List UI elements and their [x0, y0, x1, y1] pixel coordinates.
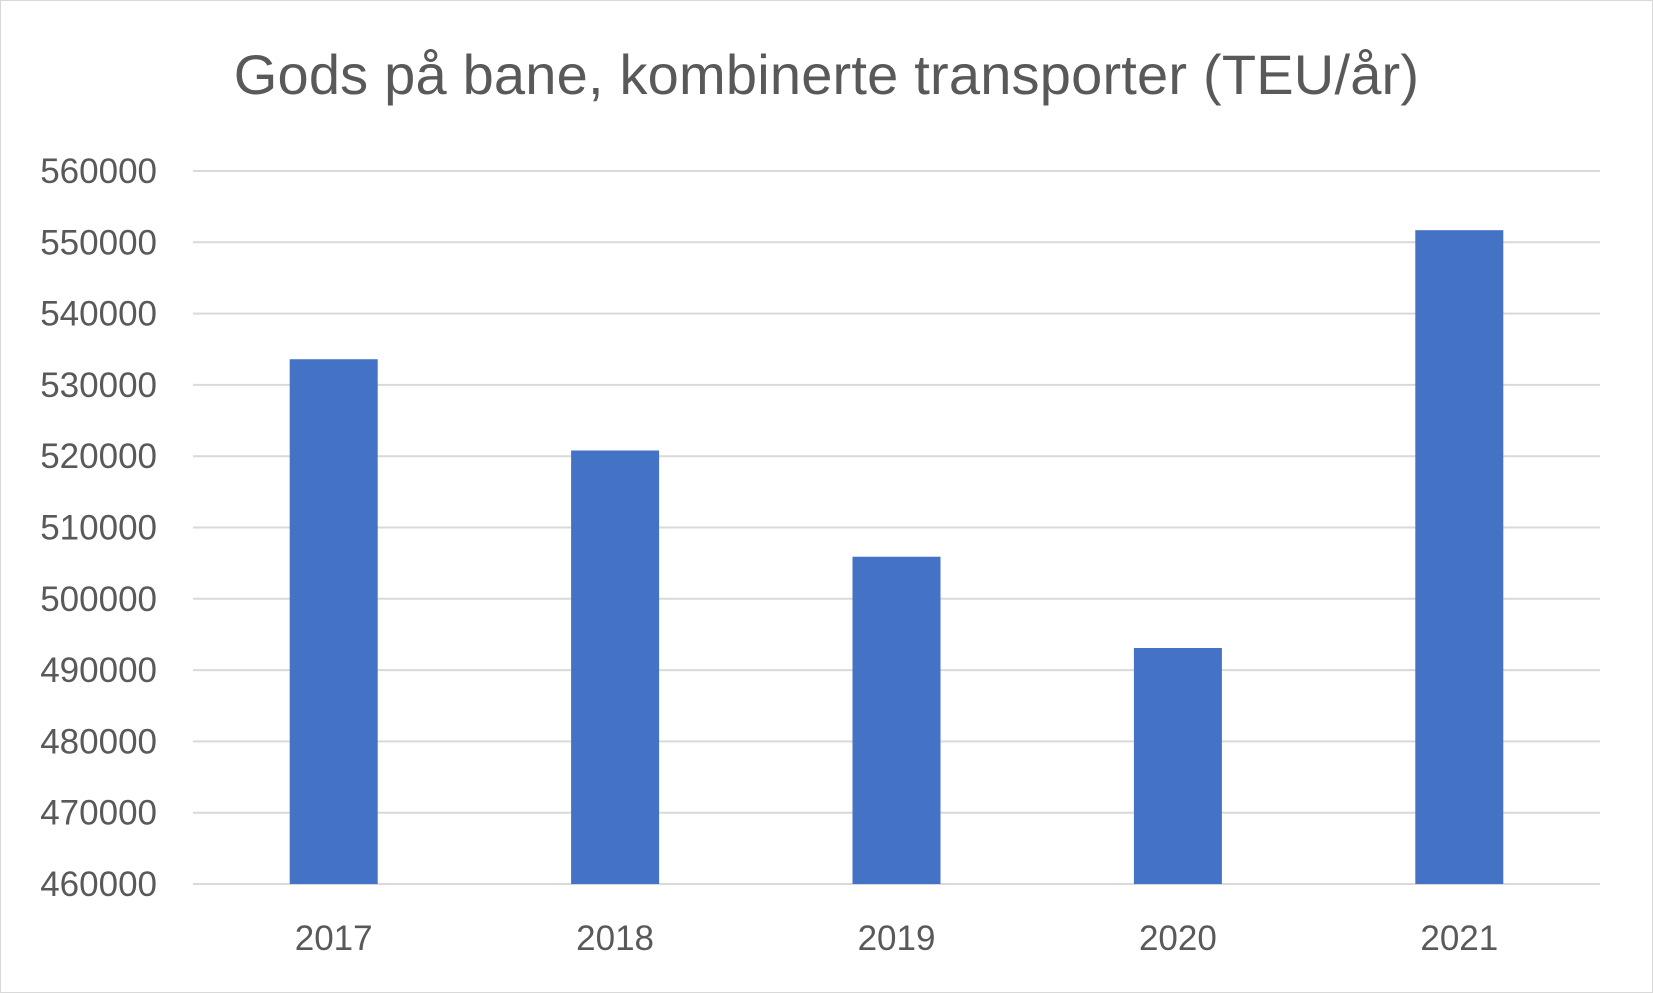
y-tick-label: 480000	[40, 722, 157, 761]
bar-2017	[289, 359, 378, 884]
x-tick-label: 2019	[858, 919, 936, 958]
y-tick-label: 520000	[40, 437, 157, 476]
bar-2021	[1415, 230, 1504, 884]
x-tick-label: 2017	[295, 919, 373, 958]
y-tick-label: 490000	[40, 651, 157, 690]
y-tick-label: 550000	[40, 223, 157, 262]
y-tick-label: 540000	[40, 295, 157, 334]
bars	[289, 230, 1504, 884]
bar-2018	[571, 450, 660, 884]
y-tick-label: 530000	[40, 366, 157, 405]
gridlines	[193, 170, 1600, 885]
chart-title: Gods på bane, kombinerte transporter (TE…	[233, 43, 1420, 106]
y-tick-label: 510000	[40, 509, 157, 548]
x-tick-label: 2021	[1420, 919, 1498, 958]
y-tick-label: 500000	[40, 580, 157, 619]
y-tick-label: 470000	[40, 794, 157, 833]
bar-2020	[1133, 647, 1222, 884]
bar-2019	[852, 556, 941, 884]
y-tick-label: 460000	[40, 865, 157, 904]
y-tick-label: 560000	[40, 152, 157, 191]
y-axis-labels: 460000 470000 480000 490000 500000 510000 5200…	[40, 152, 157, 904]
x-tick-label: 2020	[1139, 919, 1217, 958]
x-tick-label: 2018	[576, 919, 654, 958]
x-axis-labels: 2017 2018 2019 2020 2021	[295, 919, 1498, 958]
